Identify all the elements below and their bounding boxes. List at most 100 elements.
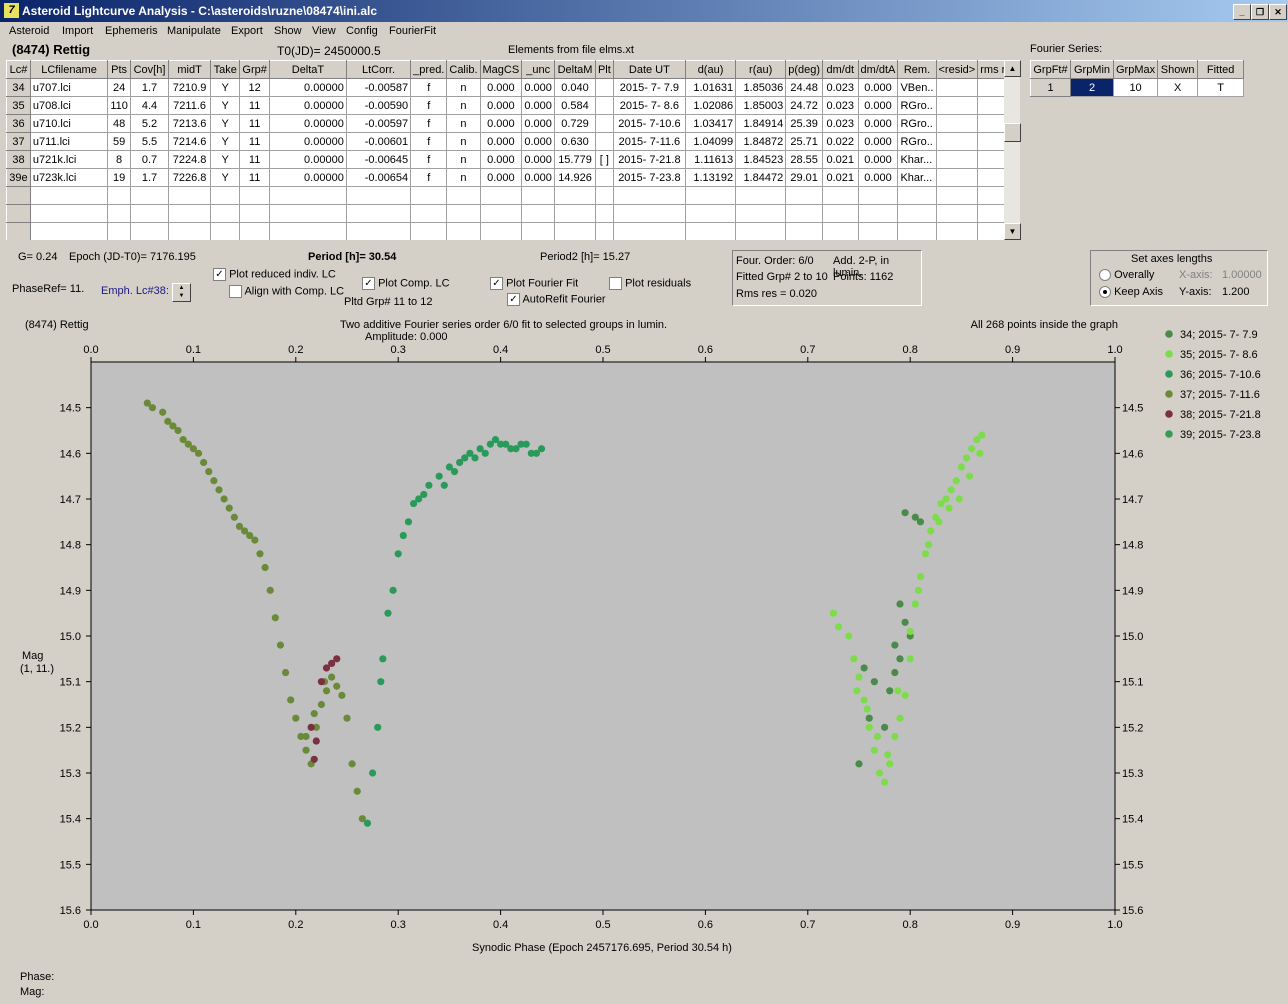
table-cell[interactable] xyxy=(785,186,823,205)
table-cell[interactable] xyxy=(210,204,241,223)
restore-button[interactable]: ❐ xyxy=(1251,4,1269,20)
table-cell[interactable] xyxy=(897,186,937,205)
table-cell[interactable]: 0.00000 xyxy=(269,132,347,151)
table-cell[interactable]: 1.84523 xyxy=(735,150,787,169)
table-cell[interactable]: 48 xyxy=(107,114,132,133)
table-cell[interactable]: 11 xyxy=(239,132,271,151)
table-cell[interactable]: 0.584 xyxy=(554,96,596,115)
table-cell[interactable] xyxy=(594,78,614,97)
table-cell[interactable]: 7224.8 xyxy=(167,150,212,169)
column-header[interactable]: Rem. xyxy=(897,60,937,79)
table-cell[interactable] xyxy=(612,204,686,223)
table-row[interactable]: 37 u711.lci 59 5.5 7214.6 Y 11 0.00000 -0.00601 f… xyxy=(6,132,1020,151)
table-cell[interactable]: 0.023 xyxy=(822,78,859,97)
table-cell[interactable]: 0.000 xyxy=(521,168,556,187)
plot-comp-checkbox[interactable]: ✓ xyxy=(362,277,375,290)
column-header[interactable]: Lc# xyxy=(6,60,31,79)
table-cell[interactable]: 0.00000 xyxy=(269,96,347,115)
plot-residuals-option[interactable]: Plot residuals xyxy=(609,277,691,290)
fs-cell-grpmax[interactable]: 10 xyxy=(1112,78,1159,97)
table-cell[interactable] xyxy=(935,186,979,205)
table-cell[interactable] xyxy=(594,96,614,115)
lightcurve-table[interactable]: Lc# LCfilename Pts Cov[h] midT Take Grp# DeltaT… xyxy=(6,60,1020,240)
table-cell[interactable]: 0.000 xyxy=(521,150,556,169)
column-header[interactable]: DeltaT xyxy=(269,60,347,79)
table-cell[interactable]: n xyxy=(446,150,481,169)
fs-col-grpft[interactable]: GrpFt# xyxy=(1030,60,1071,79)
column-header[interactable]: midT xyxy=(167,60,212,79)
x-axis-value[interactable]: 1.00000 xyxy=(1222,269,1262,281)
column-header[interactable]: Cov[h] xyxy=(130,60,169,79)
keep-axis-option[interactable]: Keep Axis xyxy=(1099,286,1163,299)
fs-col-grpmax[interactable]: GrpMax xyxy=(1112,60,1159,79)
table-cell[interactable]: f xyxy=(410,78,448,97)
table-cell[interactable]: f xyxy=(410,114,448,133)
column-header[interactable]: LCfilename xyxy=(29,60,109,79)
table-cell[interactable]: 28.55 xyxy=(785,150,823,169)
table-cell[interactable]: 8 xyxy=(107,150,132,169)
table-cell[interactable]: 0.021 xyxy=(822,150,859,169)
table-cell[interactable] xyxy=(6,186,31,205)
table-cell[interactable]: 7214.6 xyxy=(167,132,212,151)
table-cell[interactable]: 1.04099 xyxy=(684,132,737,151)
plot-comp-option[interactable]: ✓ Plot Comp. LC xyxy=(362,277,450,290)
table-cell[interactable]: 0.000 xyxy=(857,150,899,169)
table-cell[interactable]: 0.023 xyxy=(822,114,859,133)
table-cell[interactable]: -0.00587 xyxy=(345,78,412,97)
table-cell[interactable]: RGro.. xyxy=(897,132,937,151)
table-cell[interactable]: -0.00601 xyxy=(345,132,412,151)
table-cell[interactable]: 0.000 xyxy=(521,96,556,115)
column-header[interactable]: LtCorr. xyxy=(345,60,412,79)
fs-col-fitted[interactable]: Fitted xyxy=(1197,60,1245,79)
table-cell[interactable] xyxy=(735,222,787,240)
table-cell[interactable] xyxy=(269,186,347,205)
table-cell[interactable]: 1.03417 xyxy=(684,114,737,133)
table-cell[interactable] xyxy=(130,204,169,223)
table-cell[interactable] xyxy=(735,186,787,205)
table-cell[interactable]: u721k.lci xyxy=(29,150,109,169)
column-header[interactable]: dm/dtA xyxy=(857,60,899,79)
column-header[interactable]: Calib. xyxy=(446,60,481,79)
table-cell[interactable]: 14.926 xyxy=(554,168,596,187)
table-cell[interactable]: 0.000 xyxy=(857,132,899,151)
table-cell[interactable]: 7211.6 xyxy=(167,96,212,115)
column-header[interactable]: Plt xyxy=(594,60,614,79)
table-cell[interactable]: 36 xyxy=(6,114,31,133)
table-cell[interactable]: 0.000 xyxy=(479,96,523,115)
column-header[interactable]: Date UT xyxy=(612,60,686,79)
table-cell[interactable] xyxy=(554,186,596,205)
table-cell[interactable] xyxy=(785,204,823,223)
table-cell[interactable]: 11 xyxy=(239,96,271,115)
close-button[interactable]: ✕ xyxy=(1269,4,1287,20)
table-cell[interactable]: u723k.lci xyxy=(29,168,109,187)
table-cell[interactable]: 2015- 7-21.8 xyxy=(612,150,686,169)
table-cell[interactable] xyxy=(857,186,899,205)
scroll-up-arrow[interactable]: ▲ xyxy=(1004,60,1021,77)
column-header[interactable]: <resid> xyxy=(935,60,979,79)
table-cell[interactable] xyxy=(410,222,448,240)
fs-cell-shown[interactable]: X xyxy=(1157,78,1199,97)
empty-row[interactable] xyxy=(6,222,1020,240)
table-cell[interactable]: 1.13192 xyxy=(684,168,737,187)
table-cell[interactable]: 59 xyxy=(107,132,132,151)
table-row[interactable]: 36 u710.lci 48 5.2 7213.6 Y 11 0.00000 -0.00597 f… xyxy=(6,114,1020,133)
table-cell[interactable] xyxy=(521,186,556,205)
table-cell[interactable] xyxy=(446,186,481,205)
table-cell[interactable] xyxy=(345,204,412,223)
table-cell[interactable] xyxy=(479,186,523,205)
table-cell[interactable]: 24.72 xyxy=(785,96,823,115)
table-cell[interactable] xyxy=(935,96,979,115)
table-cell[interactable] xyxy=(130,186,169,205)
table-cell[interactable] xyxy=(167,186,212,205)
table-cell[interactable]: 1.7 xyxy=(130,168,169,187)
fs-col-shown[interactable]: Shown xyxy=(1157,60,1199,79)
table-cell[interactable] xyxy=(897,222,937,240)
table-cell[interactable]: 19 xyxy=(107,168,132,187)
table-cell[interactable] xyxy=(822,186,859,205)
table-cell[interactable]: 11 xyxy=(239,114,271,133)
table-cell[interactable] xyxy=(107,204,132,223)
table-cell[interactable] xyxy=(857,222,899,240)
table-cell[interactable] xyxy=(897,204,937,223)
table-cell[interactable]: 0.000 xyxy=(857,168,899,187)
table-row[interactable]: 35 u708.lci 110 4.4 7211.6 Y 11 0.00000 -0.00590… xyxy=(6,96,1020,115)
